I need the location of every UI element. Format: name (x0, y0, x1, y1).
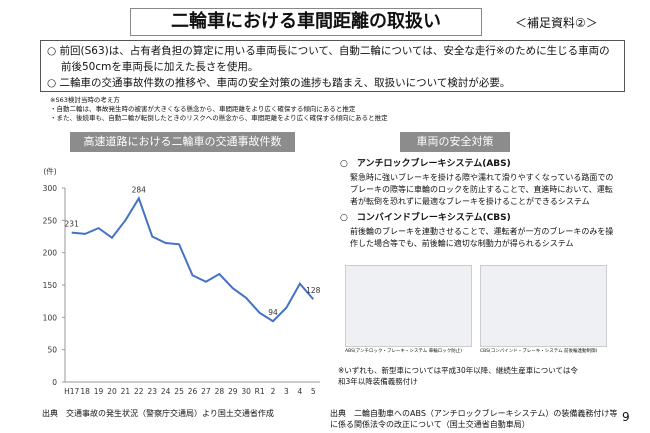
safety-note: ※いずれも、新型車については平成30年以降、継続生産車については令和3年以降装備… (338, 366, 578, 386)
x-tick-label: 24 (161, 387, 171, 396)
page-number: 9 (622, 410, 630, 424)
x-tick-label: 28 (215, 387, 225, 396)
x-tick-label: 2 (271, 387, 276, 396)
item-text: 緊急時に強いブレーキを掛ける際や濡れて滑りやすくなっている路面でのブレーキの際等… (350, 173, 614, 206)
x-tick-label: 26 (188, 387, 198, 396)
data-label: 94 (268, 308, 278, 317)
safety-item: コンバインドブレーキシステム(CBS) 前後輪のブレーキを連動させることで、運転者… (340, 212, 620, 250)
x-tick-label: R1 (255, 387, 265, 396)
y-tick-label: 0 (52, 378, 57, 387)
x-tick-label: 22 (134, 387, 144, 396)
x-tick-label: 29 (228, 387, 238, 396)
safety-item: アンチロックブレーキシステム(ABS) 緊急時に強いブレーキを掛ける際や濡れて滑り… (340, 158, 620, 208)
source: 出典 交通事故の発生状況（警察庁交通局）より国土交通省作成 (42, 409, 274, 418)
y-tick-label: 100 (43, 313, 58, 322)
x-tick-label: 5 (311, 387, 316, 396)
cbs-image (480, 265, 607, 347)
slide-tag: ＜補足資料②＞ (515, 16, 598, 30)
data-label: 128 (306, 286, 321, 295)
y-tick-label: 150 (43, 281, 58, 290)
caption: ABS(アンチロック・ブレーキ・システム 車輪ロック防止) (345, 349, 462, 354)
note: ※S63検討当時の考え方 (50, 96, 120, 104)
x-tick-label: 19 (94, 387, 104, 396)
section-title: 車両の安全対策 (400, 132, 510, 152)
y-tick-label: 50 (47, 346, 57, 355)
x-tick-label: 4 (297, 387, 302, 396)
x-tick-label: 30 (241, 387, 251, 396)
bullet: 二輪車の交通事故件数の推移や、車両の安全対策の進捗も踏まえ、取扱いについて検討が… (47, 75, 618, 91)
x-tick-label: 20 (107, 387, 117, 396)
source: 出典 二輪自動車へのABS（アンチロックブレーキシステム）の装備義務付け等に係る… (330, 409, 618, 429)
item-name: コンバインドブレーキシステム(CBS) (340, 212, 620, 224)
data-line (71, 196, 315, 323)
y-tick-label: 300 (43, 184, 58, 193)
bullet: 前回(S63)は、占有者負担の算定に用いる車両長について、自動二輪については、安… (47, 43, 618, 75)
x-tick-label: 27 (201, 387, 211, 396)
y-axis-label: (件) (43, 166, 56, 176)
note: ・自動二輪は、事故発生時の被害が大きくなる懸念から、車間距離をより広く確保する傾… (50, 105, 356, 113)
y-tick-label: 200 (43, 249, 58, 258)
item-name: アンチロックブレーキシステム(ABS) (340, 158, 620, 170)
x-tick-label: 21 (121, 387, 131, 396)
slide-title: 二輪車における車間距離の取扱い (130, 8, 482, 36)
data-label: 284 (132, 185, 147, 194)
notes: ※S63検討当時の考え方 ・自動二輪は、事故発生時の被害が大きくなる懸念から、車… (50, 96, 388, 123)
abs-image (345, 265, 472, 347)
y-tick-label: 250 (43, 216, 58, 225)
summary-box: 前回(S63)は、占有者負担の算定に用いる車両長について、自動二輪については、安… (40, 40, 625, 92)
x-tick-label: 3 (284, 387, 289, 396)
item-text: 前後輪のブレーキを連動させることで、運転者が一方のブレーキのみを操作した場合等で… (350, 227, 614, 248)
x-tick-label: H17 (64, 387, 79, 396)
note: ・また、後続車も、自動二輪が転倒したときのリスクへの懸念から、車間距離をより広く… (50, 114, 388, 122)
caption: CBS(コンバインド・ブレーキ・システム 前後輪連動制御) (480, 349, 598, 354)
x-tick-label: 25 (174, 387, 184, 396)
data-label: 231 (65, 220, 80, 229)
chart-title: 高速道路における二輪車の交通事故件数 (70, 132, 295, 152)
x-tick-label: 23 (147, 387, 157, 396)
x-tick-label: 18 (80, 387, 90, 396)
